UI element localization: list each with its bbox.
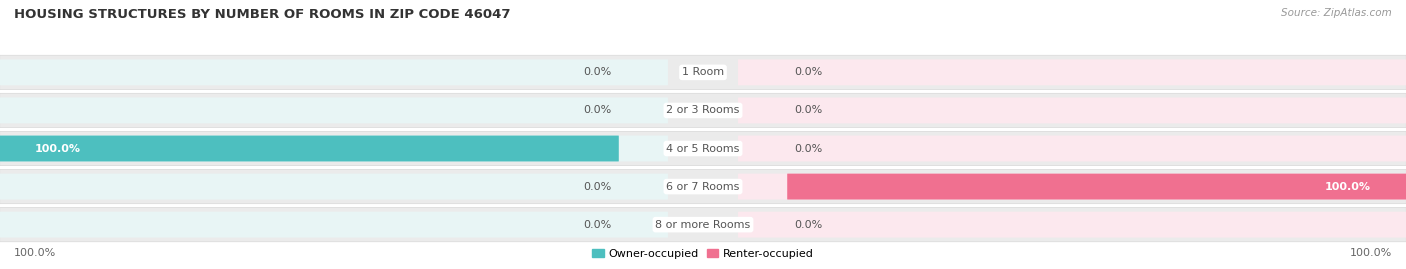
FancyBboxPatch shape <box>0 207 1406 242</box>
FancyBboxPatch shape <box>738 136 1406 161</box>
Text: 0.0%: 0.0% <box>583 67 612 77</box>
Text: 100.0%: 100.0% <box>35 143 82 154</box>
Text: 0.0%: 0.0% <box>794 67 823 77</box>
Text: Source: ZipAtlas.com: Source: ZipAtlas.com <box>1281 8 1392 18</box>
FancyBboxPatch shape <box>0 136 668 161</box>
Text: 0.0%: 0.0% <box>794 105 823 115</box>
Text: 100.0%: 100.0% <box>14 248 56 258</box>
FancyBboxPatch shape <box>0 59 668 85</box>
FancyBboxPatch shape <box>738 174 1406 200</box>
FancyBboxPatch shape <box>0 136 619 161</box>
Text: 1 Room: 1 Room <box>682 67 724 77</box>
Legend: Owner-occupied, Renter-occupied: Owner-occupied, Renter-occupied <box>588 245 818 263</box>
FancyBboxPatch shape <box>0 169 1406 204</box>
FancyBboxPatch shape <box>0 97 668 123</box>
FancyBboxPatch shape <box>787 174 1406 200</box>
FancyBboxPatch shape <box>738 59 1406 85</box>
Text: 6 or 7 Rooms: 6 or 7 Rooms <box>666 182 740 192</box>
FancyBboxPatch shape <box>0 131 1406 166</box>
FancyBboxPatch shape <box>738 212 1406 238</box>
FancyBboxPatch shape <box>0 174 668 200</box>
Text: 4 or 5 Rooms: 4 or 5 Rooms <box>666 143 740 154</box>
Text: 0.0%: 0.0% <box>583 182 612 192</box>
Text: 100.0%: 100.0% <box>1324 182 1371 192</box>
Text: 0.0%: 0.0% <box>794 143 823 154</box>
FancyBboxPatch shape <box>0 93 1406 128</box>
Text: 0.0%: 0.0% <box>583 220 612 230</box>
FancyBboxPatch shape <box>0 212 668 238</box>
Text: 8 or more Rooms: 8 or more Rooms <box>655 220 751 230</box>
Text: 2 or 3 Rooms: 2 or 3 Rooms <box>666 105 740 115</box>
Text: 0.0%: 0.0% <box>583 105 612 115</box>
Text: 0.0%: 0.0% <box>794 220 823 230</box>
FancyBboxPatch shape <box>738 97 1406 123</box>
FancyBboxPatch shape <box>0 55 1406 90</box>
Text: HOUSING STRUCTURES BY NUMBER OF ROOMS IN ZIP CODE 46047: HOUSING STRUCTURES BY NUMBER OF ROOMS IN… <box>14 8 510 21</box>
Text: 100.0%: 100.0% <box>1350 248 1392 258</box>
